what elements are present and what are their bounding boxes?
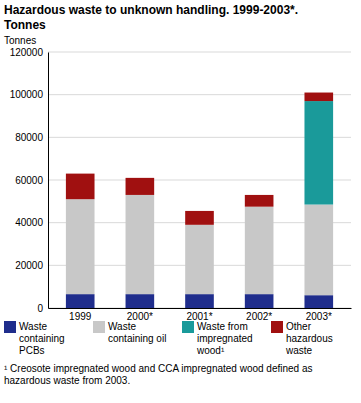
text-line: PCBs — [19, 345, 45, 356]
text-line: Other — [286, 321, 312, 332]
bars — [66, 93, 333, 308]
legend-item: Waste fromimpregnatedwood¹ — [182, 321, 253, 356]
y-tick: 60000 — [15, 175, 48, 186]
y-tick-label: 120000 — [10, 47, 44, 58]
text-line: impregnated — [197, 333, 253, 344]
y-tick-label: 80000 — [15, 132, 43, 143]
text-line: waste — [285, 345, 313, 356]
legend-label: Waste fromimpregnatedwood¹ — [196, 321, 253, 356]
bar — [245, 207, 274, 294]
y-axis-label: Tonnes — [4, 35, 36, 46]
legend-item: Otherhazardouswaste — [271, 321, 333, 356]
text-line: Waste from — [197, 321, 248, 332]
legend-item: WastecontainingPCBs — [4, 321, 65, 356]
x-tick: 2002* — [246, 308, 272, 322]
bar — [304, 295, 333, 308]
y-tick: 80000 — [15, 132, 48, 143]
legend: WastecontainingPCBsWastecontaining oilWa… — [4, 321, 333, 356]
bar — [66, 294, 95, 308]
title: Hazardous waste to unknown handling. 199… — [4, 3, 298, 17]
x-axis: 1999 2000* 2001* 2002* 2003* — [49, 308, 352, 322]
y-axis-line — [48, 53, 49, 309]
grid-line — [48, 52, 351, 53]
y-tick: 20000 — [15, 260, 48, 271]
text-line: ¹ Creosote impregnated wood and CCA impr… — [4, 363, 313, 374]
bar — [245, 294, 274, 308]
bar — [245, 195, 274, 207]
text-line: Waste — [108, 321, 136, 332]
bar — [304, 205, 333, 296]
x-tick-label: 2002* — [246, 311, 272, 322]
legend-swatch — [93, 321, 105, 333]
bar — [304, 101, 333, 204]
bar — [126, 178, 155, 195]
text-line: hazardous — [286, 333, 333, 344]
text-line: hazardous waste from 2003. — [4, 375, 130, 386]
y-tick: 100000 — [10, 89, 48, 100]
y-tick: 0 — [37, 303, 48, 314]
text-line: containing oil — [108, 333, 166, 344]
y-axis: 0 20000 40000 60000 80000 100000 120000 — [10, 47, 49, 314]
y-tick: 40000 — [15, 217, 48, 228]
bar — [185, 211, 214, 225]
bar — [66, 174, 95, 200]
bar — [126, 294, 155, 308]
y-tick-label: 100000 — [10, 89, 44, 100]
bar — [185, 225, 214, 294]
bar — [66, 199, 95, 294]
legend-label: Otherhazardouswaste — [285, 321, 333, 356]
x-tick: 2003* — [306, 308, 332, 322]
x-tick-label: 1999 — [69, 311, 92, 322]
x-tick: 2001* — [186, 308, 212, 322]
x-tick: 1999 — [69, 308, 92, 322]
y-tick: 120000 — [10, 47, 48, 58]
y-tick-label: 20000 — [15, 260, 43, 271]
chart: Hazardous waste to unknown handling. 199… — [0, 0, 361, 403]
y-tick-label: 40000 — [15, 217, 43, 228]
legend-label: Wastecontaining oil — [108, 321, 166, 344]
footnote: ¹ Creosote impregnated wood and CCA impr… — [4, 363, 313, 386]
x-tick: 2000* — [127, 308, 153, 322]
text-line: containing — [19, 333, 65, 344]
bar — [126, 195, 155, 294]
legend-swatch — [271, 321, 283, 333]
subtitle: Tonnes — [4, 18, 46, 32]
bar — [185, 294, 214, 308]
legend-item: Wastecontaining oil — [93, 321, 166, 344]
y-tick-label: 60000 — [15, 175, 43, 186]
x-axis-line — [49, 308, 352, 309]
legend-swatch — [182, 321, 194, 333]
plot: 0 20000 40000 60000 80000 100000 120000 1999 200… — [10, 47, 352, 322]
legend-label: WastecontainingPCBs — [19, 321, 65, 356]
grid — [48, 52, 351, 308]
text-line: wood¹ — [196, 345, 225, 356]
text-line: Waste — [19, 321, 47, 332]
y-tick-label: 0 — [37, 303, 43, 314]
legend-swatch — [4, 321, 16, 333]
bar — [304, 93, 333, 102]
